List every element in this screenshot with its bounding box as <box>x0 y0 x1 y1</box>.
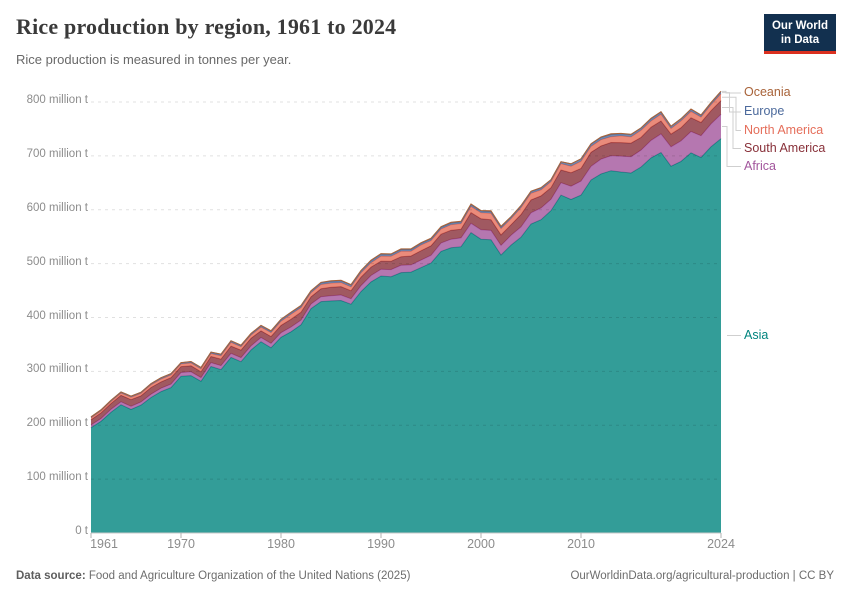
legend-connectors-group <box>722 90 741 336</box>
legend-label-asia: Asia <box>744 327 769 342</box>
owid-license-link[interactable]: OurWorldinData.org/agricultural-producti… <box>570 570 834 582</box>
y-axis-tick-label: 800 million t <box>26 94 88 106</box>
legend-connector <box>722 92 741 113</box>
x-axis-tick-label: 1990 <box>367 537 395 551</box>
y-axis-tick-label: 300 million t <box>26 363 88 376</box>
y-axis-tick-label: 0 t <box>75 525 88 537</box>
y-axis-tick-label: 200 million t <box>26 417 88 430</box>
area-series-group <box>90 90 722 533</box>
area-south-america <box>91 100 721 425</box>
y-axis-tick-label: 400 million t <box>26 309 88 322</box>
area-asia <box>91 138 721 533</box>
legend-connector <box>722 107 741 149</box>
legend-label-south-america: South America <box>744 140 826 155</box>
legend-label-north-america: North America <box>744 122 824 137</box>
y-axis-tick-label: 500 million t <box>26 255 88 268</box>
x-tick-marks-group <box>90 533 722 538</box>
owid-logo-line-2: in Data <box>780 34 820 46</box>
chart-subtitle: Rice production is measured in tonnes pe… <box>16 52 292 67</box>
legend-connector <box>722 90 741 94</box>
x-axis-tick-label: 1961 <box>90 537 118 551</box>
data-source-label: Data source: <box>16 570 86 582</box>
owid-logo-line-1: Our World <box>771 20 828 32</box>
legend-connector <box>722 126 741 167</box>
x-axis-tick-label: 1970 <box>167 537 195 551</box>
y-axis-tick-label: 600 million t <box>26 201 88 214</box>
legend-label-europe: Europe <box>744 104 785 118</box>
x-axis-tick-label: 2024 <box>707 537 735 551</box>
owid-logo[interactable]: Our World in Data <box>763 14 836 54</box>
legend-connector <box>722 96 741 131</box>
chart-title: Rice production by region, 1961 to 2024 <box>16 14 397 39</box>
gridlines-group <box>91 101 721 534</box>
chart-footer: Data source: Food and Agriculture Organi… <box>16 570 834 582</box>
y-axis-tick-label: 700 million t <box>26 147 88 160</box>
x-axis-tick-label: 2000 <box>467 537 495 551</box>
legend-label-africa: Africa <box>744 158 776 173</box>
edge-oceania <box>90 90 722 418</box>
x-axis-tick-label: 2010 <box>567 537 595 551</box>
data-source-value: Food and Agriculture Organization of the… <box>85 570 411 582</box>
data-source-note: Data source: Food and Agriculture Organi… <box>16 570 410 582</box>
x-axis-tick-label: 1980 <box>267 537 295 551</box>
y-axis-tick-label: 100 million t <box>26 471 88 484</box>
legend-label-oceania: Oceania <box>744 85 791 99</box>
